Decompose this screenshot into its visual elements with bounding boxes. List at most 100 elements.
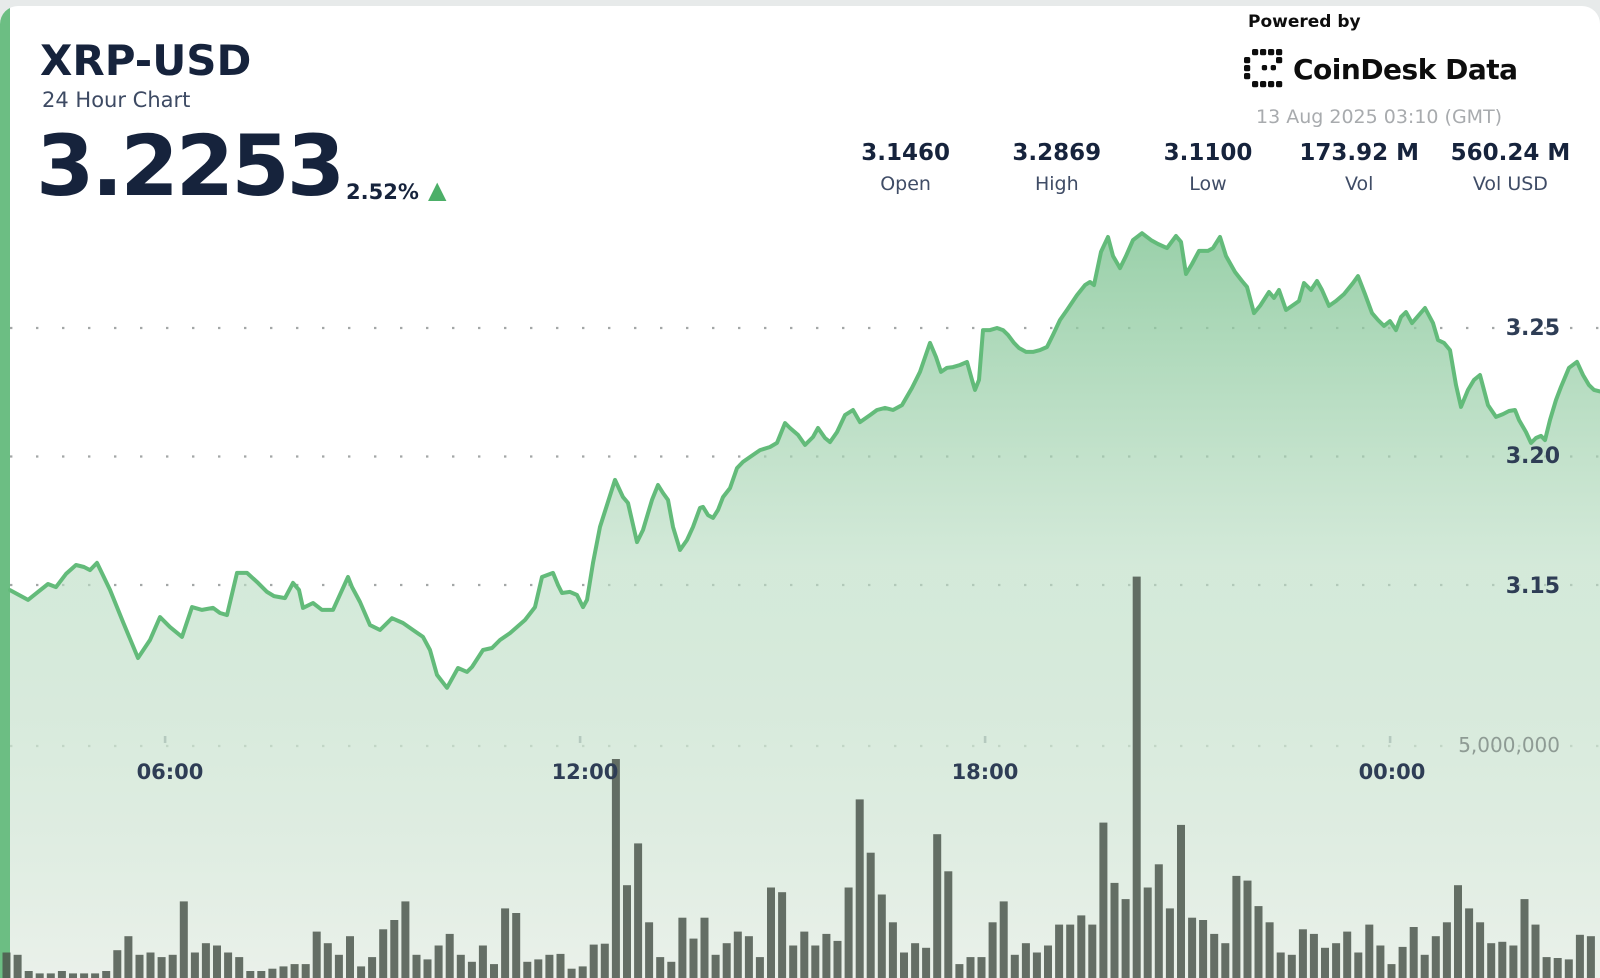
volume-bar (888, 922, 897, 978)
volume-bar (69, 973, 77, 978)
volume-bar (501, 908, 510, 978)
volume-bar (1398, 946, 1407, 978)
volume-bar (412, 954, 421, 978)
volume-bar (1188, 917, 1197, 978)
volume-bar (1021, 943, 1030, 978)
price-area-fill (10, 233, 1600, 978)
volume-axis-tick: 5,000,000 (1458, 733, 1560, 757)
volume-bar (1232, 875, 1241, 978)
volume-bar (578, 966, 587, 978)
volume-bar (146, 952, 155, 978)
volume-bar (1287, 954, 1296, 978)
volume-bar (966, 957, 975, 978)
up-triangle-icon: ▲ (428, 176, 447, 204)
volume-bar (1309, 933, 1318, 978)
volume-bar (811, 945, 820, 978)
volume-bar (855, 799, 864, 978)
volume-bar (667, 961, 676, 978)
volume-bar (733, 931, 742, 978)
current-price: 3.2253 (36, 117, 345, 215)
volume-bar (778, 892, 787, 978)
volume-bar (1221, 943, 1230, 978)
x-axis-tick-0000: 00:00 (1358, 760, 1426, 784)
volume-bar (1165, 908, 1174, 978)
volume-bar (1509, 945, 1518, 978)
volume-bar (534, 959, 543, 978)
volume-bar (1531, 924, 1540, 978)
volume-bar (235, 957, 244, 978)
stat-high-value: 3.2869 (1012, 140, 1102, 166)
volume-bar (190, 952, 199, 978)
volume-bar (689, 938, 698, 978)
volume-bar (1177, 824, 1185, 978)
ohlc-stats-row: 3.1460 Open 3.2869 High 3.1100 Low 173.9… (830, 140, 1586, 195)
volume-bar (467, 961, 476, 978)
volume-bar (999, 901, 1008, 978)
x-axis-tick-1800: 18:00 (951, 760, 1019, 784)
volume-bar (988, 922, 997, 978)
volume-bar (35, 973, 44, 978)
volume-bar (1354, 952, 1363, 978)
volume-bar (401, 901, 410, 978)
volume-bar (1298, 929, 1307, 978)
volume-bar (767, 887, 775, 978)
stat-vol-label: Vol (1344, 173, 1374, 195)
volume-bar (822, 933, 831, 978)
volume-bar (213, 945, 221, 978)
stat-low-label: Low (1189, 173, 1227, 195)
volume-bar (1520, 899, 1529, 978)
volume-bar (1542, 957, 1551, 978)
volume-bar (113, 950, 122, 978)
volume-bar (1498, 941, 1507, 978)
volume-bar (755, 957, 764, 978)
volume-bar (24, 971, 33, 978)
volume-bar (179, 901, 188, 978)
volume-bar (57, 971, 66, 978)
volume-bar (124, 936, 133, 978)
data-timestamp: 13 Aug 2025 03:10 (GMT) (1256, 106, 1503, 128)
x-axis-tick-0600: 06:00 (136, 760, 204, 784)
volume-bar (877, 894, 886, 978)
volume-bar (711, 954, 720, 978)
page-title-symbol: XRP-USD (40, 36, 252, 85)
stat-open-value: 3.1460 (861, 140, 950, 166)
volume-bar (1121, 899, 1130, 978)
volume-bar (955, 964, 964, 978)
volume-bar (1332, 943, 1341, 978)
volume-bar (512, 913, 521, 978)
volume-bar (589, 944, 598, 978)
volume-bar (1088, 924, 1097, 978)
volume-bar (1010, 954, 1019, 978)
volume-bar (434, 945, 443, 978)
volume-bar (301, 964, 310, 978)
volume-bar (1055, 924, 1064, 978)
volume-bar (1465, 908, 1474, 978)
volume-bar (1431, 936, 1440, 978)
price-line (8, 231, 1600, 690)
volume-bar (944, 871, 953, 978)
y-axis-tick-3-25: 3.25 (1505, 316, 1560, 341)
volume-bar (1553, 958, 1562, 978)
stat-vol-usd-value: 560.24 M (1450, 140, 1571, 166)
volume-bar (46, 973, 55, 978)
volume-bar (1077, 915, 1086, 978)
volume-bar (1265, 922, 1274, 978)
stat-vol-value: 173.92 M (1299, 140, 1420, 166)
volume-bar (977, 957, 986, 978)
x-axis-tick-1200: 12:00 (551, 760, 619, 784)
volume-bar (656, 957, 665, 978)
volume-bar (1586, 936, 1595, 978)
volume-bar (922, 947, 931, 978)
volume-bar (1409, 927, 1418, 978)
volume-bar (445, 933, 454, 978)
volume-bar (201, 943, 210, 978)
volume-bar (423, 959, 432, 978)
volume-bar (866, 852, 875, 978)
volume-bar (279, 966, 288, 978)
volume-bar (1420, 954, 1429, 978)
coindesk-brand-text: CoinDesk Data (1293, 52, 1518, 86)
volume-bar (844, 887, 853, 978)
volume-bar (490, 964, 498, 978)
volume-bar (290, 964, 299, 978)
coindesk-logo-icon (1244, 49, 1283, 88)
